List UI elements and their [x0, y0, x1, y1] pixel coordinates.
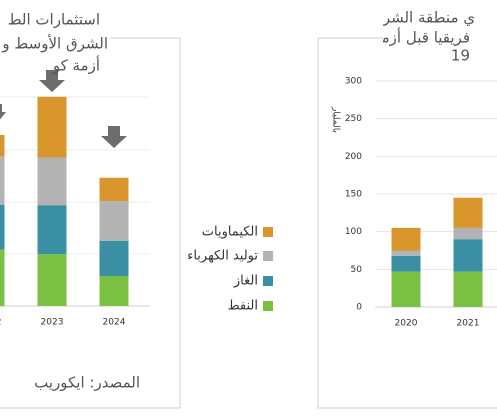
panel-borders: [0, 37, 497, 409]
x-tick-label: 2022: [0, 318, 1, 328]
title-line: استثمارات الط: [8, 11, 100, 29]
bar-segment: [0, 156, 5, 205]
bar-segment: [453, 271, 483, 307]
title-line: فريقيا قبل أزمة: [374, 28, 470, 47]
legend-swatch: [263, 276, 273, 286]
bar-segment: [99, 276, 129, 306]
x-tick-label: 2024: [103, 318, 126, 328]
title-line: الشرق الأوسط و: [1, 34, 108, 53]
bar-segment: [99, 201, 129, 241]
legend-swatch: [263, 251, 273, 261]
y-tick-label: 100: [345, 227, 362, 237]
bar-segment: [37, 157, 67, 206]
legend-label: الكيماويات: [202, 225, 258, 240]
x-tick-label: 2023: [41, 318, 64, 328]
bar-segment: [0, 204, 5, 250]
legend-label: الغاز: [233, 274, 258, 289]
legend-swatch: [263, 227, 273, 237]
x-tick-label: 2020: [395, 319, 418, 329]
y-tick-label: 150: [345, 190, 362, 200]
legend-swatch: [263, 301, 273, 311]
y-tick-label: 0: [356, 303, 362, 313]
bar-segment: [391, 255, 421, 272]
bar-segment: [453, 239, 483, 272]
bar-segment: [0, 249, 5, 306]
bar-segment: [391, 227, 421, 251]
bar-segment: [453, 227, 483, 240]
bar-segment: [99, 177, 129, 201]
title-line: أزمة كو: [52, 56, 100, 75]
source: المصدر: ايكوريب: [34, 374, 140, 392]
y-tick-label: 200: [345, 152, 362, 162]
y-axis-label: بالمليار: [331, 106, 341, 133]
legend-label: توليد الكهرباء: [187, 249, 258, 264]
y-tick-label: 250: [345, 114, 362, 124]
bar-segment: [99, 240, 129, 276]
bar-segment: [0, 135, 5, 157]
bar-segment: [37, 254, 67, 306]
bar-segment: [391, 271, 421, 307]
bar-segment: [37, 96, 67, 158]
bar-segment: [37, 205, 67, 255]
title-line: 19: [451, 47, 470, 65]
x-tick-label: 2021: [457, 319, 480, 329]
bar-segment: [453, 197, 483, 228]
y-tick-label: 300: [345, 77, 362, 87]
title-line: ي منطقة الشرق: [371, 9, 475, 28]
bar-segment: [391, 250, 421, 256]
legend-label: النفط: [228, 299, 258, 314]
y-tick-label: 50: [351, 265, 363, 275]
arrows: [0, 70, 127, 148]
title: استثمارات الط الشرق الأوسط و أزمة كو: [1, 11, 108, 75]
